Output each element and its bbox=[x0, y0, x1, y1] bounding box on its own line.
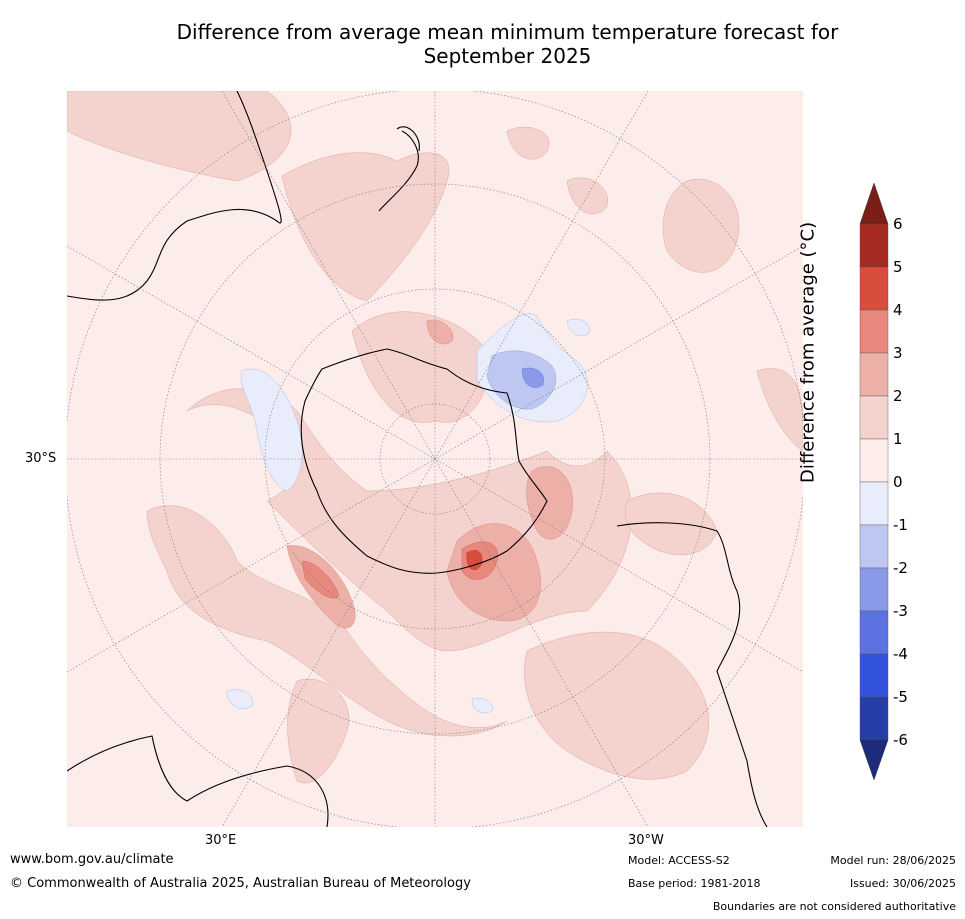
colorbar-tick-label: 4 bbox=[893, 301, 903, 319]
footer-base-period: Base period: 1981-2018 bbox=[628, 877, 761, 890]
map-title: Difference from average mean minimum tem… bbox=[0, 20, 965, 68]
title-line-2: September 2025 bbox=[423, 44, 592, 68]
footer-website: www.bom.gov.au/climate bbox=[10, 852, 174, 867]
colorbar-segment bbox=[859, 481, 889, 526]
south-america-coastline bbox=[616, 522, 768, 827]
coastlines bbox=[67, 91, 768, 827]
africa-coastline bbox=[67, 91, 282, 301]
footer-model-run: Model run: 28/06/2025 bbox=[830, 854, 956, 867]
colorbar-tick-label: -4 bbox=[893, 645, 908, 663]
colorbar-segment bbox=[859, 524, 889, 569]
colorbar-segment bbox=[859, 653, 889, 698]
colorbar-tick-label: 5 bbox=[893, 258, 903, 276]
graticule bbox=[67, 91, 803, 827]
australia-coastline bbox=[67, 735, 329, 827]
anomaly-minus-2-to-minus-3-areas bbox=[521, 367, 545, 388]
colorbar-tick-label: -1 bbox=[893, 516, 908, 534]
antarctica-coastline bbox=[300, 348, 548, 574]
colorbar bbox=[859, 182, 889, 781]
colorbar-title: Difference from average (°C) bbox=[797, 221, 819, 483]
colorbar-segment bbox=[859, 696, 889, 741]
colorbar-segment bbox=[859, 610, 889, 655]
polar-temperature-map bbox=[67, 91, 803, 827]
colorbar-tick-label: -6 bbox=[893, 731, 908, 749]
colorbar-segment bbox=[859, 438, 889, 483]
latitude-label-30s: 30°S bbox=[25, 451, 57, 466]
colorbar-over-triangle bbox=[859, 182, 889, 225]
footer-disclaimer: Boundaries are not considered authoritat… bbox=[712, 900, 956, 913]
colorbar-tick-label: -2 bbox=[893, 559, 908, 577]
longitude-label-30w: 30°W bbox=[628, 833, 664, 848]
colorbar-tick-label: 2 bbox=[893, 387, 903, 405]
colorbar-segment bbox=[859, 266, 889, 311]
colorbar-segment bbox=[859, 567, 889, 612]
colorbar-segment bbox=[859, 352, 889, 397]
colorbar-tick-label: -3 bbox=[893, 602, 908, 620]
colorbar-tick-label: 6 bbox=[893, 215, 903, 233]
anomaly-minus-1-to-minus-2-areas bbox=[486, 350, 557, 410]
colorbar-tick-label: -5 bbox=[893, 688, 908, 706]
colorbar-segment bbox=[859, 223, 889, 268]
colorbar-tick-label: 1 bbox=[893, 430, 903, 448]
colorbar-tick-label: 3 bbox=[893, 344, 903, 362]
colorbar-tick-label: 0 bbox=[893, 473, 903, 491]
map-canvas bbox=[67, 91, 803, 827]
new-zealand-coastline bbox=[378, 126, 420, 212]
footer-issued: Issued: 30/06/2025 bbox=[849, 877, 956, 890]
anomaly-4-to-5-areas bbox=[466, 549, 483, 571]
colorbar-under-triangle bbox=[859, 739, 889, 781]
colorbar-segment bbox=[859, 309, 889, 354]
footer-copyright: © Commonwealth of Australia 2025, Austra… bbox=[10, 876, 471, 891]
longitude-label-30e: 30°E bbox=[205, 833, 237, 848]
title-line-1: Difference from average mean minimum tem… bbox=[176, 20, 839, 44]
footer-model: Model: ACCESS-S2 bbox=[628, 854, 730, 867]
colorbar-segment bbox=[859, 395, 889, 440]
